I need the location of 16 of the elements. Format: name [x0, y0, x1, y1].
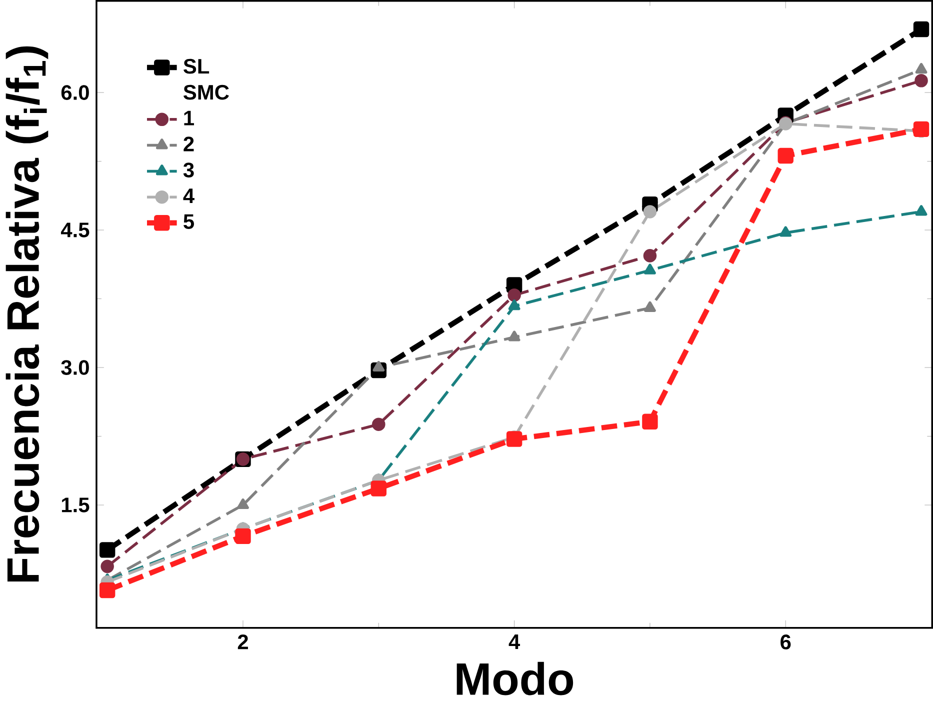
y-tick-label: 4.5 — [60, 222, 90, 238]
y-axis-title: Frecuencia Relativa (f$_{i}$/f$_{1}$) — [6, 46, 48, 582]
x-axis-title: Modo — [456, 662, 574, 696]
legend-label: 3 — [183, 162, 194, 178]
legend-label: 2 — [184, 136, 194, 152]
x-tick-label: 2 — [238, 634, 248, 650]
legend-label: 1 — [184, 110, 194, 126]
legend-title: SMC — [184, 84, 229, 100]
x-tick-label: 6 — [780, 634, 791, 650]
x-tick-label: 4 — [508, 634, 520, 649]
legend-label: SL — [184, 58, 210, 74]
legend-label: 5 — [184, 214, 194, 229]
legend-label: 4 — [183, 188, 194, 203]
y-tick-label: 6.0 — [61, 85, 89, 100]
y-tick-label: 1.5 — [62, 498, 90, 512]
y-tick-label: 3.0 — [61, 360, 89, 375]
